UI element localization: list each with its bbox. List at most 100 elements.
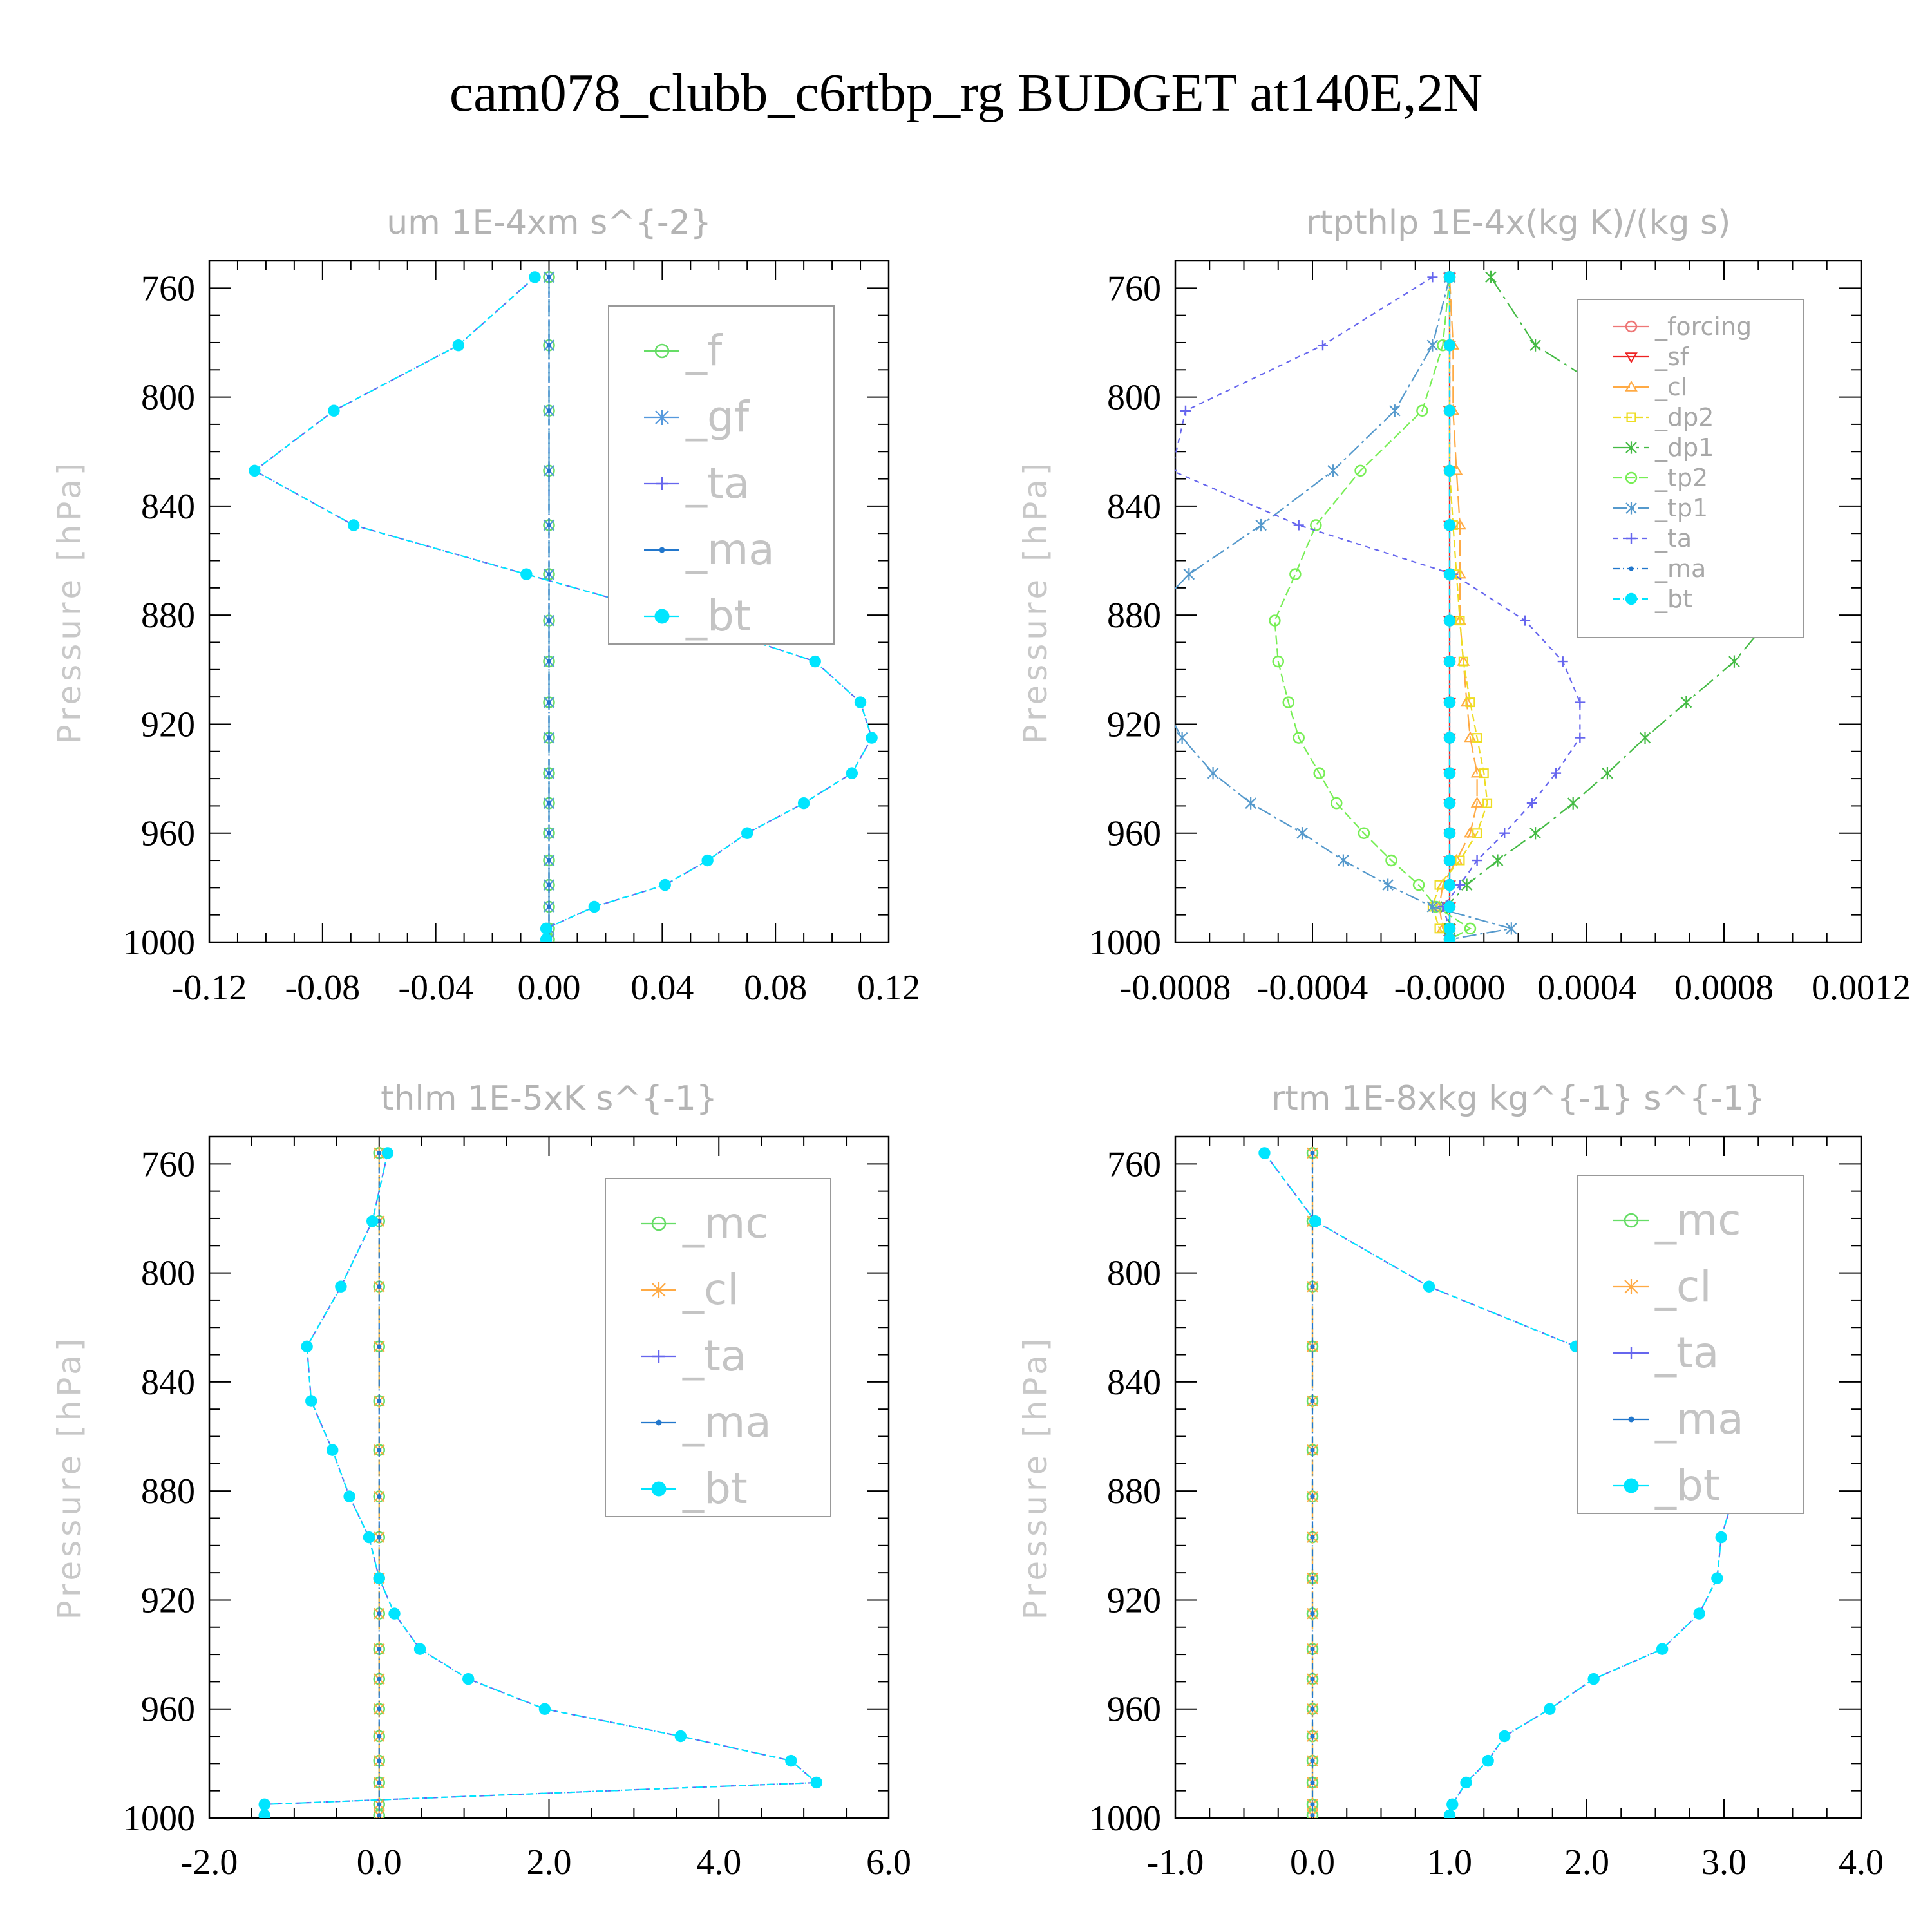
- data-point: [538, 1703, 551, 1715]
- legend-label: _f: [685, 326, 723, 375]
- data-point: [1472, 828, 1482, 838]
- legend-marker: [1625, 320, 1638, 333]
- legend-label: _sf: [1654, 343, 1690, 371]
- panel-title: rtm 1E-8xkg kg^{-1} s^{-1}: [1271, 1079, 1765, 1118]
- data-point: [1245, 797, 1256, 810]
- data-point: [1460, 1776, 1472, 1789]
- y-axis-label: Pressure [hPa]: [1017, 459, 1054, 744]
- legend-marker: [1625, 1347, 1638, 1359]
- panel-title: thlm 1E-5xK s^{-1}: [381, 1079, 717, 1118]
- data-point: [546, 522, 552, 528]
- data-point: [1331, 797, 1343, 810]
- data-point: [1310, 1535, 1315, 1540]
- data-point: [1728, 655, 1740, 668]
- data-point: [1289, 568, 1302, 580]
- legend-label: _ma: [685, 525, 775, 574]
- data-point: [366, 1215, 379, 1227]
- legend-marker: [1625, 502, 1637, 515]
- legend-item-ta: _ta: [1613, 1328, 1719, 1378]
- data-point: [1461, 878, 1473, 891]
- legend-label: _tp2: [1654, 464, 1708, 492]
- y-tick-label: 800: [141, 378, 195, 418]
- data-point: [1479, 768, 1489, 779]
- legend-item-cl: _cl: [641, 1265, 739, 1314]
- legend-item-ta: _ta: [644, 459, 750, 508]
- x-tick-label: 2.0: [527, 1842, 572, 1882]
- x-tick-label: 0.0: [1290, 1842, 1335, 1882]
- data-point: [1443, 767, 1456, 779]
- data-point: [452, 339, 465, 352]
- x-tick-label: -1.0: [1147, 1842, 1204, 1882]
- y-tick-label: 960: [1107, 814, 1161, 854]
- data-point: [1443, 900, 1456, 913]
- data-point: [377, 1344, 382, 1349]
- legend-label: _tp1: [1654, 494, 1708, 522]
- y-tick-label: 960: [141, 1690, 195, 1730]
- legend-label: _cl: [1654, 1262, 1712, 1311]
- legend-marker: [1628, 1416, 1634, 1423]
- legend-label: _ta: [682, 1331, 746, 1381]
- series-bt: [1443, 271, 1456, 942]
- data-point: [1426, 900, 1439, 913]
- legend-label: _forcing: [1654, 312, 1752, 341]
- legend-marker: [1625, 592, 1638, 605]
- x-tick-label: 0.12: [857, 968, 920, 1008]
- data-point: [1443, 922, 1456, 935]
- legend-item-cl: _cl: [1613, 1262, 1712, 1311]
- legend-label: _mc: [1654, 1195, 1741, 1245]
- x-tick-label: 4.0: [1839, 1842, 1884, 1882]
- data-point: [529, 271, 541, 283]
- data-point: [1443, 827, 1456, 839]
- panel-1: um 1E-4xm s^{-2} Pressure [hPa] 760 800 840 8…: [51, 204, 920, 1008]
- data-point: [388, 1607, 401, 1620]
- data-point: [1310, 1344, 1315, 1349]
- data-point: [1455, 616, 1465, 626]
- data-point: [1317, 340, 1328, 351]
- data-point: [1255, 518, 1267, 532]
- legend-marker: [654, 609, 670, 624]
- legend-item-cl: _cl: [1613, 373, 1687, 401]
- x-tick-label: -0.0000: [1394, 968, 1506, 1008]
- data-point: [659, 878, 671, 891]
- data-point: [1482, 1754, 1494, 1767]
- x-tick-label: 0.0: [357, 1842, 402, 1882]
- data-point: [1443, 614, 1456, 627]
- data-point: [1443, 854, 1456, 867]
- data-point: [1310, 1647, 1315, 1652]
- data-point: [381, 1147, 394, 1159]
- legend-marker: [1625, 471, 1638, 484]
- data-point: [305, 1395, 317, 1407]
- y-tick-label: 840: [1107, 487, 1161, 527]
- panel-3: thlm 1E-5xK s^{-1} Pressure [hPa] 760 800 84…: [51, 1079, 911, 1882]
- y-tick-label: 1000: [1089, 923, 1161, 963]
- y-tick-label: 1000: [123, 1799, 195, 1839]
- data-point: [1282, 696, 1294, 708]
- legend-label: _bt: [682, 1464, 748, 1513]
- data-point: [1639, 732, 1651, 744]
- data-point: [1310, 1150, 1315, 1155]
- data-point: [1269, 614, 1281, 627]
- legend-marker: [1626, 533, 1636, 544]
- data-point: [1310, 1398, 1315, 1404]
- data-point: [377, 1494, 382, 1499]
- data-point: [363, 1531, 375, 1544]
- data-point: [1175, 469, 1177, 472]
- legend-marker: [1625, 380, 1638, 392]
- data-point: [327, 1444, 339, 1456]
- data-point: [540, 933, 553, 942]
- data-point: [1656, 1643, 1669, 1655]
- data-point: [1557, 656, 1568, 667]
- data-point: [1443, 1809, 1456, 1818]
- data-point: [1443, 933, 1456, 942]
- x-tick-label: -0.04: [398, 968, 473, 1008]
- legend-marker: [1626, 412, 1636, 422]
- data-point: [1416, 404, 1428, 417]
- data-point: [1272, 655, 1284, 668]
- legend-marker: [654, 343, 670, 359]
- series-bt: [249, 271, 878, 942]
- legend-label: _dp1: [1654, 433, 1714, 462]
- data-point: [377, 1734, 382, 1739]
- data-point: [546, 882, 552, 887]
- x-tick-label: 0.00: [518, 968, 581, 1008]
- data-point: [1575, 697, 1586, 708]
